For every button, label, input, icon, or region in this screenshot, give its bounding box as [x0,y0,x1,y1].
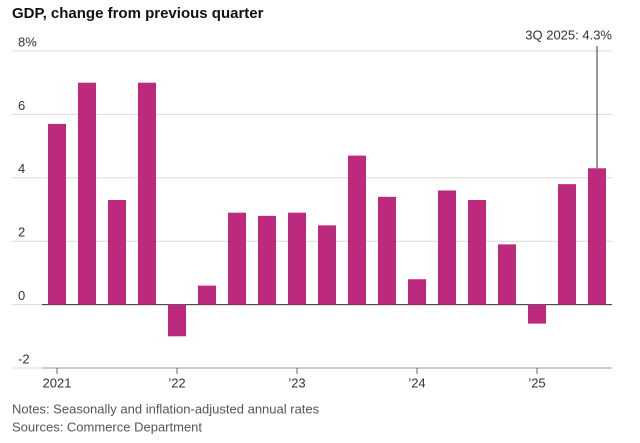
bar [258,215,276,305]
x-tick-label: ’24 [408,375,425,390]
bar [138,82,156,305]
bar [378,196,396,305]
annotation: 3Q 2025: 4.3% [525,27,612,42]
y-tick-label: 8% [18,34,37,49]
bar [438,190,456,305]
bar [528,304,546,324]
x-tick-label: ’25 [528,375,545,390]
bar [48,123,66,305]
bar [558,184,576,305]
bar [108,199,126,305]
notes: Notes: Seasonally and inflation-adjusted… [12,401,320,416]
y-tick-label: 6 [18,98,25,113]
y-tick-label: 0 [18,288,25,303]
bar [498,244,516,305]
x-tick-label: ’22 [168,375,185,390]
bar [198,285,216,305]
x-tick-label: 2021 [43,375,72,390]
bar [468,199,486,305]
bar [288,212,306,305]
chart-title: GDP, change from previous quarter [12,5,264,22]
bar [348,155,366,305]
y-tick-label: 2 [18,225,25,240]
y-tick-label: -2 [18,351,30,366]
bar [228,212,246,305]
bar [78,82,96,305]
bar [588,168,606,305]
x-tick-label: ’23 [288,375,305,390]
bar [408,279,426,305]
bar [168,304,186,337]
y-tick-label: 4 [18,161,25,176]
sources: Sources: Commerce Department [12,419,202,434]
bar [318,225,336,305]
